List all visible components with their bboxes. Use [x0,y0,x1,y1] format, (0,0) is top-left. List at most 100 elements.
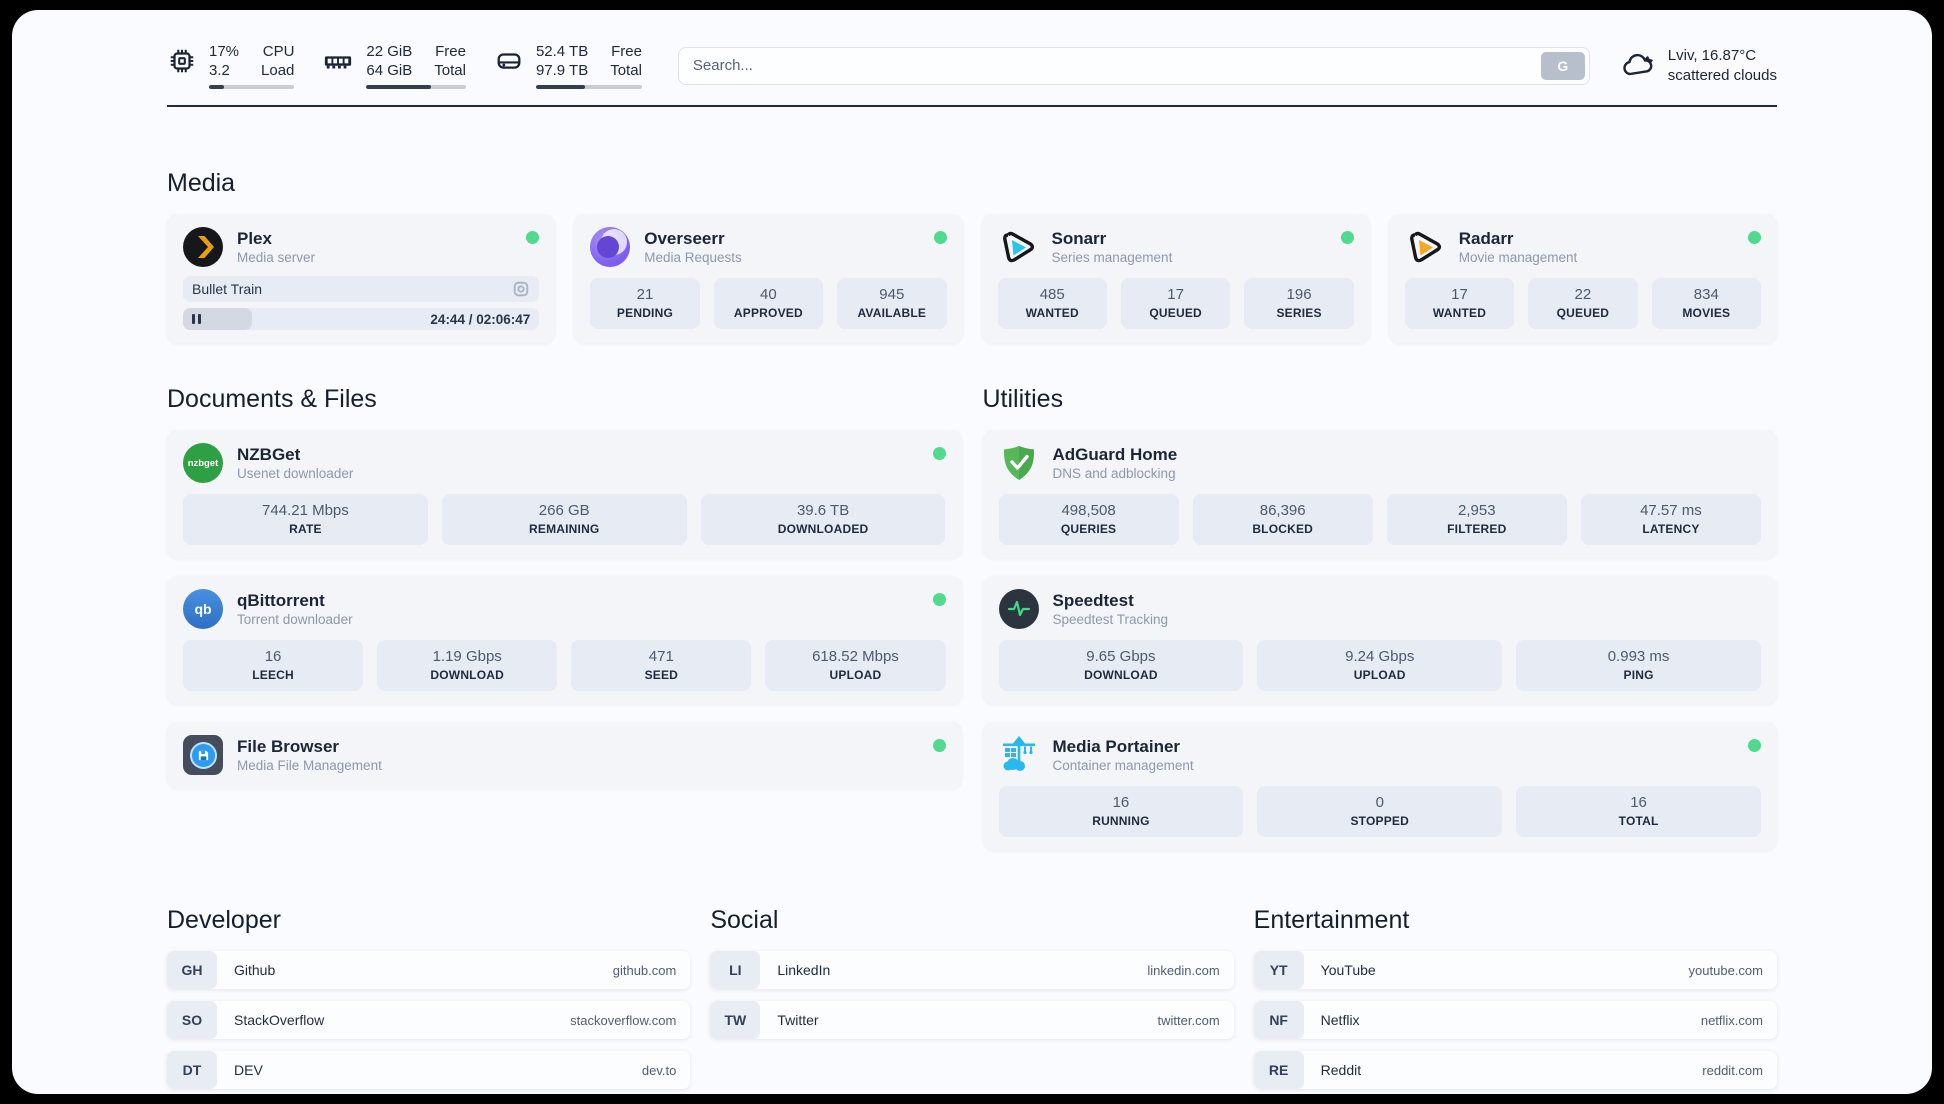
bookmark-stackoverflow[interactable]: SO StackOverflow stackoverflow.com [167,1001,691,1039]
portainer-card: Media Portainer Container management 16 … [982,722,1777,850]
bookmark-url: youtube.com [1688,962,1763,978]
speedtest-card: Speedtest Speedtest Tracking 9.65 Gbps D… [982,576,1777,704]
stat-box: 40 APPROVED [713,278,824,329]
pause-button[interactable] [192,314,201,324]
stat-value: 196 [1286,286,1312,303]
qbittorrent-icon-text: qb [194,601,212,617]
session-camera-icon[interactable] [512,280,530,298]
documents-section-title: Documents & Files [167,385,377,413]
bookmark-name: Reddit [1320,1062,1362,1078]
overseerr-app-link[interactable]: Overseerr Media Requests [590,227,947,267]
sonarr-icon [998,227,1038,267]
portainer-icon [999,735,1039,775]
media-section-title: Media [167,169,236,197]
app-name: AdGuard Home [1052,444,1178,464]
stat-box: 47.57 ms LATENCY [1580,494,1761,545]
developer-section: Developer GH Github github.com SO StackO… [167,906,691,1089]
social-section: Social LI LinkedIn linkedin.com TW Twitt… [710,906,1234,1089]
plex-icon [183,227,223,267]
memory-total-label: Total [434,62,466,79]
bookmark-reddit[interactable]: RE Reddit reddit.com [1253,1051,1777,1089]
bookmark-url: linkedin.com [1147,962,1220,978]
stat-box: 9.24 Gbps UPLOAD [1257,640,1503,691]
app-name: Sonarr [1051,228,1107,248]
filebrowser-card: File Browser Media File Management [167,722,962,788]
disk-progress-bar [535,85,642,89]
app-description: Torrent downloader [237,611,353,627]
bookmark-linkedin[interactable]: LI LinkedIn linkedin.com [710,951,1234,989]
stat-value: 16 [1630,794,1647,811]
entertainment-section: Entertainment YT YouTube youtube.com NF … [1253,906,1777,1089]
stat-value: 498,508 [1061,502,1116,519]
filebrowser-icon [183,735,223,775]
stat-label: LATENCY [1642,522,1700,536]
stat-label: STOPPED [1350,814,1409,828]
cpu-load-value: 3.2 [209,62,230,79]
cpu-stat: 17% 3.2 CPU Load [167,42,295,89]
disk-free-label: Free [611,43,642,60]
speedtest-app-link[interactable]: Speedtest Speedtest Tracking [998,589,1762,629]
bookmark-abbr: DT [167,1051,217,1089]
stat-box: 618.52 Mbps UPLOAD [765,640,946,691]
bookmark-name: DEV [234,1062,263,1078]
stat-box: 17 QUEUED [1120,278,1231,329]
stat-label: PING [1623,668,1654,682]
plex-app-link[interactable]: Plex Media server [183,227,540,267]
disk-icon [497,53,521,69]
stat-value: 9.24 Gbps [1345,648,1415,665]
search-engine-button[interactable]: G [1540,51,1585,80]
app-description: Speedtest Tracking [1052,611,1169,627]
system-stats: 17% 3.2 CPU Load [167,42,642,89]
bookmark-name: Github [234,962,276,978]
sonarr-app-link[interactable]: Sonarr Series management [998,227,1354,267]
stat-box: 196 SERIES [1244,278,1354,329]
stat-label: PENDING [616,306,673,320]
stat-value: 17 [1167,286,1184,303]
disk-total-value: 97.9 TB [535,62,589,79]
app-description: Container management [1052,757,1194,773]
radarr-icon [1405,227,1445,267]
nzbget-app-link[interactable]: nzbget NZBGet Usenet downloader [183,443,946,483]
entertainment-section-title: Entertainment [1253,906,1410,934]
bookmark-youtube[interactable]: YT YouTube youtube.com [1253,951,1777,989]
app-name: qBittorrent [237,590,325,610]
disk-free-value: 52.4 TB [535,43,589,60]
weather-widget[interactable]: Lviv, 16.87°C scattered clouds [1620,46,1777,86]
app-description: Media File Management [237,757,382,773]
status-dot [932,739,946,752]
media-section: Media Plex Media server [167,169,1777,343]
app-description: Media server [237,249,316,265]
radarr-app-link[interactable]: Radarr Movie management [1405,227,1761,267]
disk-labels: Free Total [610,42,642,80]
bookmark-dev[interactable]: DT DEV dev.to [167,1051,691,1089]
qbittorrent-app-link[interactable]: qb qBittorrent Torrent downloader [183,589,946,629]
overseerr-card: Overseerr Media Requests 21 PENDING 40 A… [574,214,963,343]
filebrowser-app-link[interactable]: File Browser Media File Management [183,735,946,775]
bookmark-abbr: SO [167,1001,217,1039]
adguard-app-link[interactable]: AdGuard Home DNS and adblocking [999,443,1762,483]
bookmark-url: dev.to [641,1062,677,1078]
bookmark-name: Twitter [777,1012,819,1028]
stat-value: 17 [1451,286,1468,303]
stat-label: WANTED [1432,306,1487,320]
overseerr-icon [590,227,631,267]
bookmark-github[interactable]: GH Github github.com [167,951,691,989]
qbittorrent-icon: qb [183,589,223,629]
stat-box: 471 SEED [571,640,752,691]
bookmark-twitter[interactable]: TW Twitter twitter.com [710,1001,1234,1039]
stat-value: 22 [1574,286,1592,303]
memory-free-label: Free [435,43,466,60]
status-dot [932,593,946,606]
bookmark-url: github.com [612,962,677,978]
stat-label: RUNNING [1092,814,1150,828]
now-playing-row: Bullet Train [183,276,540,302]
search-input[interactable] [677,46,1590,85]
stat-box: 16 TOTAL [1516,786,1761,837]
app-description: Movie management [1458,249,1578,265]
nzbget-icon: nzbget [183,443,223,483]
stat-value: 1.19 Gbps [432,648,502,665]
portainer-app-link[interactable]: Media Portainer Container management [999,735,1761,775]
bookmark-netflix[interactable]: NF Netflix netflix.com [1253,1001,1777,1039]
playback-progress-bar[interactable]: 24:44 / 02:06:47 [183,308,540,330]
search-bar: G [677,46,1590,85]
